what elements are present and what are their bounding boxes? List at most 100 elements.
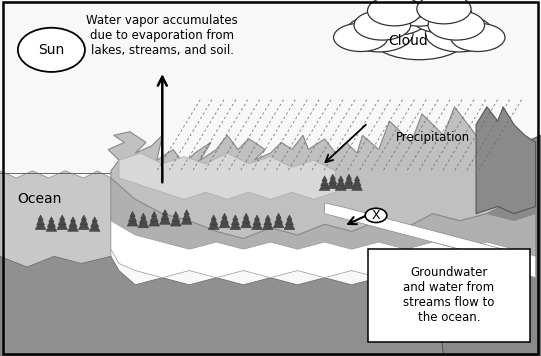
Polygon shape <box>119 153 335 199</box>
Polygon shape <box>276 213 281 218</box>
Text: Water vapor accumulates
due to evaporation from
lakes, streams, and soil.: Water vapor accumulates due to evaporati… <box>87 14 238 57</box>
Polygon shape <box>208 219 219 230</box>
Polygon shape <box>243 213 249 218</box>
Polygon shape <box>242 215 250 223</box>
Polygon shape <box>345 176 353 184</box>
Polygon shape <box>128 214 136 221</box>
Polygon shape <box>81 215 87 220</box>
Polygon shape <box>344 178 354 189</box>
Polygon shape <box>184 210 189 215</box>
Polygon shape <box>273 218 284 228</box>
Polygon shape <box>265 215 270 220</box>
Ellipse shape <box>354 10 411 40</box>
Polygon shape <box>354 176 360 181</box>
Polygon shape <box>241 218 252 228</box>
Polygon shape <box>60 215 65 220</box>
Polygon shape <box>262 219 273 230</box>
Polygon shape <box>230 219 241 230</box>
Polygon shape <box>346 174 352 179</box>
Polygon shape <box>69 219 77 227</box>
Polygon shape <box>138 218 149 228</box>
Polygon shape <box>90 219 98 227</box>
Text: Groundwater
and water from
streams flow to
the ocean.: Groundwater and water from streams flow … <box>404 267 494 324</box>
Polygon shape <box>149 216 160 226</box>
Ellipse shape <box>425 15 493 52</box>
Polygon shape <box>181 214 192 224</box>
Polygon shape <box>252 219 262 230</box>
Polygon shape <box>322 176 327 181</box>
Polygon shape <box>35 219 46 230</box>
Polygon shape <box>0 256 541 356</box>
Polygon shape <box>319 180 330 190</box>
Polygon shape <box>327 178 338 189</box>
Ellipse shape <box>334 23 388 52</box>
Polygon shape <box>232 217 239 225</box>
Polygon shape <box>353 178 361 186</box>
Ellipse shape <box>408 0 456 16</box>
Polygon shape <box>111 221 536 278</box>
Polygon shape <box>320 178 328 186</box>
Polygon shape <box>286 217 293 225</box>
Polygon shape <box>219 218 230 228</box>
Polygon shape <box>161 212 169 220</box>
Text: Cloud: Cloud <box>388 34 428 48</box>
Polygon shape <box>275 215 282 223</box>
Ellipse shape <box>371 15 467 60</box>
Circle shape <box>18 28 85 72</box>
Polygon shape <box>127 216 138 226</box>
Polygon shape <box>433 135 541 356</box>
Polygon shape <box>150 214 158 221</box>
Polygon shape <box>130 211 135 216</box>
Polygon shape <box>140 215 147 223</box>
Polygon shape <box>338 176 344 181</box>
Polygon shape <box>48 219 56 227</box>
Polygon shape <box>476 107 536 214</box>
Ellipse shape <box>451 23 505 52</box>
Polygon shape <box>211 215 216 220</box>
Polygon shape <box>68 221 78 231</box>
Text: Precipitation: Precipitation <box>395 131 470 143</box>
Polygon shape <box>170 216 181 226</box>
Polygon shape <box>352 180 362 190</box>
Polygon shape <box>70 217 76 222</box>
Ellipse shape <box>381 0 432 19</box>
Polygon shape <box>284 219 295 230</box>
Polygon shape <box>92 217 97 222</box>
Polygon shape <box>80 217 88 225</box>
Polygon shape <box>264 217 272 225</box>
Polygon shape <box>210 217 217 225</box>
Circle shape <box>365 208 387 222</box>
Polygon shape <box>0 171 111 356</box>
Polygon shape <box>329 176 337 184</box>
Polygon shape <box>287 215 292 220</box>
Polygon shape <box>173 211 179 216</box>
Text: Ocean: Ocean <box>17 192 61 206</box>
Polygon shape <box>49 217 54 222</box>
Polygon shape <box>46 221 57 231</box>
Ellipse shape <box>390 0 448 26</box>
Polygon shape <box>111 178 536 271</box>
Polygon shape <box>330 174 335 179</box>
Polygon shape <box>89 221 100 231</box>
Polygon shape <box>172 214 180 221</box>
Text: X: X <box>372 209 380 222</box>
Polygon shape <box>141 213 146 218</box>
Polygon shape <box>151 211 157 216</box>
Ellipse shape <box>417 0 471 24</box>
Ellipse shape <box>410 0 472 33</box>
Polygon shape <box>253 217 261 225</box>
Polygon shape <box>37 217 44 225</box>
Polygon shape <box>78 219 89 230</box>
Ellipse shape <box>428 10 485 40</box>
Polygon shape <box>221 215 228 223</box>
Ellipse shape <box>345 15 413 52</box>
Polygon shape <box>325 203 503 263</box>
Polygon shape <box>38 215 43 220</box>
Polygon shape <box>162 210 168 215</box>
Polygon shape <box>58 217 66 225</box>
Polygon shape <box>233 215 238 220</box>
Polygon shape <box>254 215 260 220</box>
Polygon shape <box>222 213 227 218</box>
Ellipse shape <box>367 0 429 35</box>
Polygon shape <box>160 214 170 224</box>
